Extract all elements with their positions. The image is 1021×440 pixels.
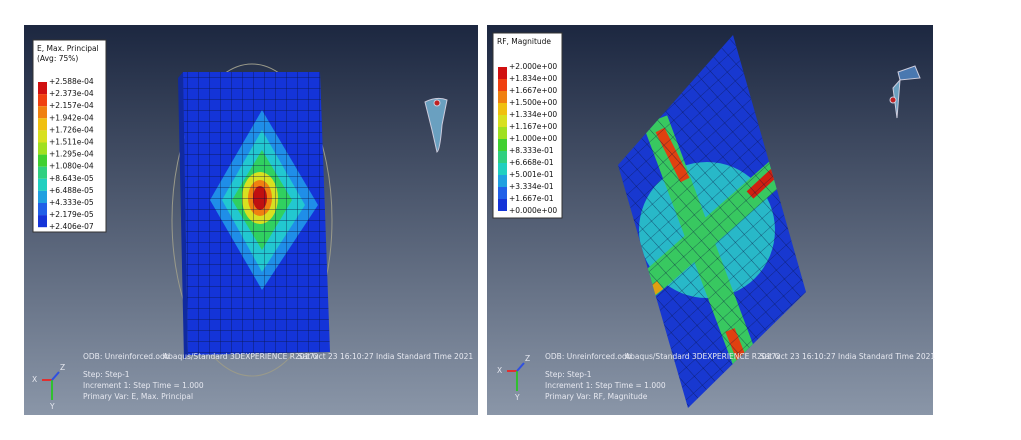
legend-subtitle: (Avg: 75%) bbox=[37, 54, 78, 63]
legend-swatch bbox=[38, 215, 47, 228]
legend-swatch bbox=[38, 178, 47, 191]
legend-label: +3.334e-01 bbox=[509, 182, 554, 191]
footer-increment: Increment 1: Step Time = 1.000 bbox=[83, 381, 204, 390]
footer-odb: ODB: Unreinforced.odb bbox=[83, 352, 170, 361]
legend-swatch bbox=[38, 130, 47, 143]
footer-odb: ODB: Unreinforced.odb bbox=[545, 352, 632, 361]
legend-label: +2.406e-07 bbox=[49, 222, 94, 231]
legend-label: +8.333e-01 bbox=[509, 146, 554, 155]
legend-label: +2.373e-04 bbox=[49, 89, 94, 98]
legend-title: E, Max. Principal bbox=[37, 44, 99, 53]
legend-swatch bbox=[498, 151, 507, 163]
legend-swatch bbox=[498, 139, 507, 151]
legend-swatch bbox=[38, 166, 47, 179]
legend-label: +2.157e-04 bbox=[49, 101, 94, 110]
legend-label: +2.000e+00 bbox=[509, 62, 557, 71]
model-left bbox=[171, 63, 333, 377]
legend-swatch bbox=[498, 175, 507, 187]
legend-swatch bbox=[498, 163, 507, 175]
legend-label: +0.000e+00 bbox=[509, 206, 557, 215]
footer-primary-var: Primary Var: E, Max. Principal bbox=[83, 392, 193, 401]
legend-label: +2.588e-04 bbox=[49, 77, 94, 86]
legend-title: RF, Magnitude bbox=[497, 37, 551, 46]
view-icon-left bbox=[424, 97, 448, 153]
legend-swatch bbox=[38, 94, 47, 107]
view-icon-right bbox=[889, 65, 921, 119]
legend-label: +8.643e-05 bbox=[49, 174, 94, 183]
legend-swatch bbox=[38, 106, 47, 119]
footer-step: Step: Step-1 bbox=[545, 370, 592, 379]
model-right bbox=[618, 35, 806, 408]
legend-label: +4.333e-05 bbox=[49, 198, 94, 207]
footer-step: Step: Step-1 bbox=[83, 370, 130, 379]
legend-label: +2.179e-05 bbox=[49, 210, 94, 219]
footer-software: Abaqus/Standard 3DEXPERIENCE R2017x bbox=[163, 352, 319, 361]
triad-z bbox=[51, 371, 60, 381]
legend-swatch bbox=[498, 115, 507, 127]
legend-swatch bbox=[38, 154, 47, 167]
legend-swatch bbox=[38, 142, 47, 155]
legend-swatch bbox=[498, 103, 507, 115]
legend-label: +6.668e-01 bbox=[509, 158, 554, 167]
legend-swatch bbox=[38, 118, 47, 131]
footer-increment: Increment 1: Step Time = 1.000 bbox=[545, 381, 666, 390]
legend-swatch bbox=[38, 203, 47, 216]
legend-swatch bbox=[498, 91, 507, 103]
legend-label: +1.334e+00 bbox=[509, 110, 557, 119]
legend-label: +1.511e-04 bbox=[49, 138, 94, 147]
legend-swatch bbox=[498, 199, 507, 211]
footer-primary-var: Primary Var: RF, Magnitude bbox=[545, 392, 648, 401]
legend-label: +1.000e+00 bbox=[509, 134, 557, 143]
legend-swatch bbox=[38, 190, 47, 203]
footer-date: Sat Oct 23 16:10:27 India Standard Time … bbox=[298, 352, 473, 361]
legend-label: +1.834e+00 bbox=[509, 74, 557, 83]
triad-label-x: X bbox=[32, 375, 37, 384]
legend-label: +1.726e-04 bbox=[49, 125, 94, 134]
legend-label: +1.942e-04 bbox=[49, 113, 94, 122]
legend-swatch bbox=[498, 67, 507, 79]
footer-software: Abaqus/Standard 3DEXPERIENCE R2017x bbox=[625, 352, 781, 361]
footer-date: Sat Oct 23 16:10:27 India Standard Time … bbox=[760, 352, 935, 361]
legend-label: +1.295e-04 bbox=[49, 150, 94, 159]
triad-label-x: X bbox=[497, 366, 502, 375]
legend-swatch bbox=[498, 79, 507, 91]
triad-label-z: Z bbox=[525, 354, 530, 363]
triad-z bbox=[516, 362, 525, 372]
triad-label-y: Y bbox=[514, 393, 520, 402]
legend-label: +1.667e-01 bbox=[509, 194, 554, 203]
legend-label: +6.488e-05 bbox=[49, 186, 94, 195]
legend-swatch bbox=[498, 127, 507, 139]
legend-swatch bbox=[498, 187, 507, 199]
legend-label: +5.001e-01 bbox=[509, 170, 554, 179]
legend-label: +1.667e+00 bbox=[509, 86, 557, 95]
legend-label: +1.500e+00 bbox=[509, 98, 557, 107]
triad-label-y: Y bbox=[49, 402, 55, 411]
legend-label: +1.080e-04 bbox=[49, 162, 94, 171]
legend-label: +1.167e+00 bbox=[509, 122, 557, 131]
legend-swatch bbox=[38, 82, 47, 95]
triad-label-z: Z bbox=[60, 363, 65, 372]
